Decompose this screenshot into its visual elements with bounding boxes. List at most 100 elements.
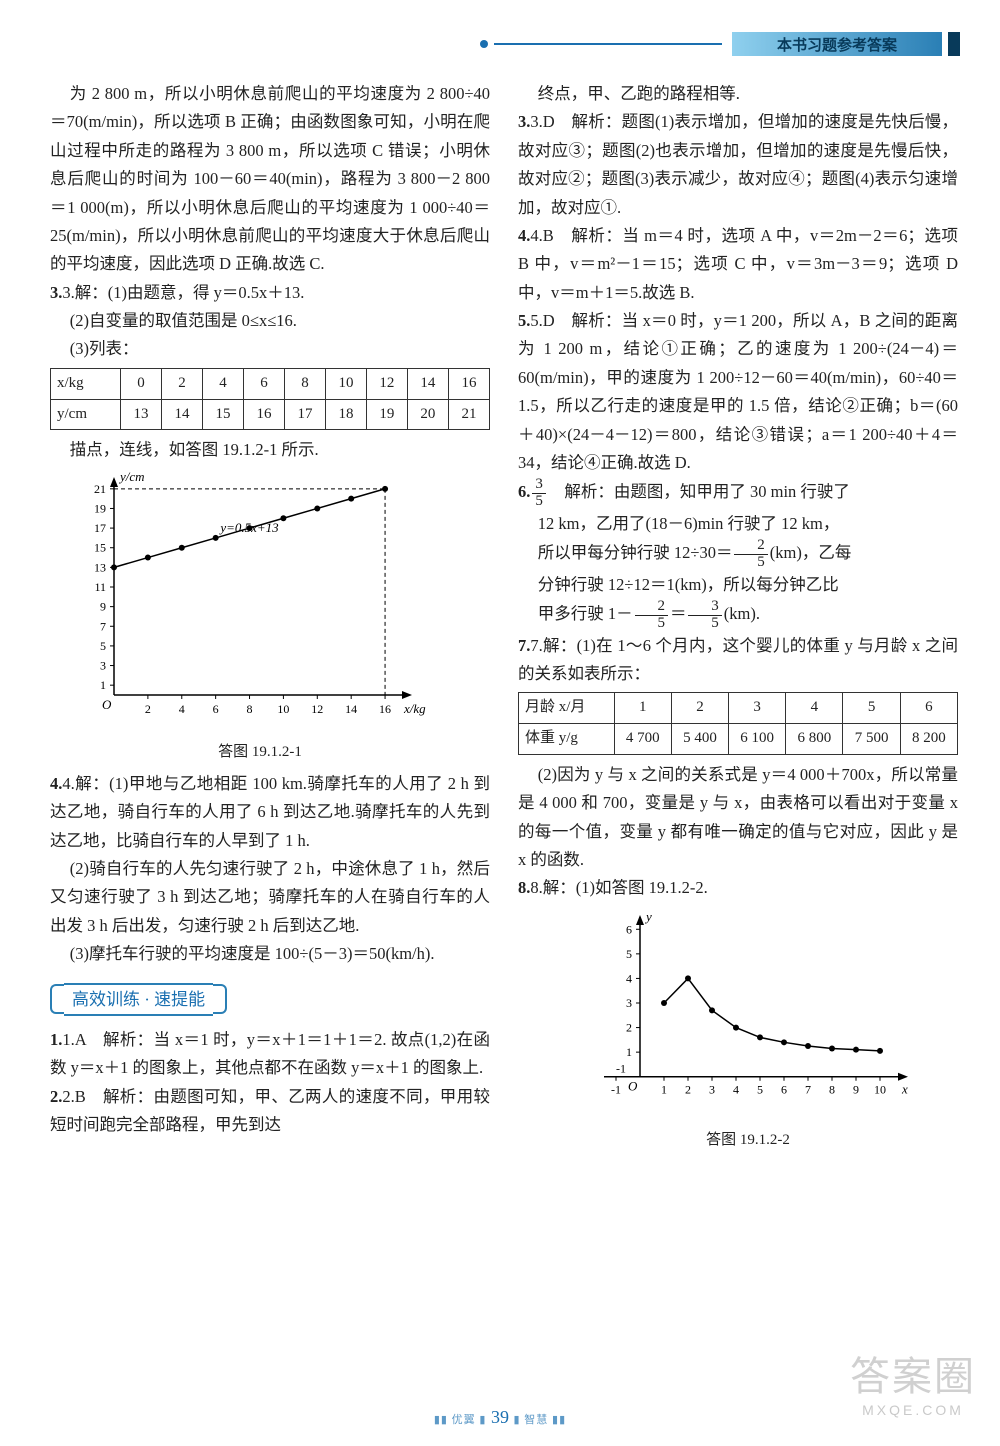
rq7-line1: 7.7.解：(1)在 1～6 个月内，这个婴儿的体重 y 与月龄 x 之间的关系… xyxy=(518,632,958,689)
section-heading: 高效训练 · 速提能 xyxy=(50,983,227,1016)
svg-text:1: 1 xyxy=(626,1045,632,1059)
watermark-sub: MXQE.COM xyxy=(850,1402,976,1418)
cell: 5 400 xyxy=(671,724,728,755)
rq4: 4.4.B 解析：当 m＝4 时，选项 A 中，v＝2m－2＝6；选项 B 中，… xyxy=(518,222,958,307)
svg-text:4: 4 xyxy=(626,971,632,985)
rq6-line4: 分钟行驶 12÷12＝1(km)，所以每分钟乙比 xyxy=(518,571,958,599)
page-header: 本书习题参考答案 xyxy=(480,30,960,58)
q3a-text: 3.解：(1)由题意，得 y＝0.5x＋13. xyxy=(62,283,304,302)
q3-line3: (3)列表： xyxy=(50,335,490,363)
cell: 2 xyxy=(671,693,728,724)
svg-text:3: 3 xyxy=(100,658,106,672)
rq8: 8.8.解：(1)如答图 19.1.2-2. xyxy=(518,874,958,902)
svg-text:7: 7 xyxy=(805,1082,811,1096)
q3-line4: 描点，连线，如答图 19.1.2-1 所示. xyxy=(50,436,490,464)
frac-icon: 35 xyxy=(686,599,723,632)
cell: 2 xyxy=(162,368,203,399)
rq7a: 7.解：(1)在 1～6 个月内，这个婴儿的体重 y 与月龄 x 之间的关系如表… xyxy=(518,636,958,683)
cell: 5 xyxy=(843,693,900,724)
svg-text:2: 2 xyxy=(145,702,151,716)
answer-text: 为 2 800 m，所以小明休息前爬山的平均速度为 2 800÷40＝70(m/… xyxy=(50,80,490,279)
rq6c-pre: 所以甲每分钟行驶 12÷30＝ xyxy=(538,543,733,562)
q4a-text: 4.解：(1)甲地与乙地相距 100 km.骑摩托车的人用了 2 h 到达乙地，… xyxy=(50,774,490,850)
table-row: x/kg 0 2 4 6 8 10 12 14 16 xyxy=(51,368,490,399)
left-column: 为 2 800 m，所以小明休息前爬山的平均速度为 2 800÷40＝70(m/… xyxy=(50,80,490,1158)
header-end-block xyxy=(948,32,960,56)
svg-text:11: 11 xyxy=(94,580,106,594)
svg-text:6: 6 xyxy=(213,702,219,716)
table-row: y/cm 13 14 15 16 17 18 19 20 21 xyxy=(51,399,490,430)
svg-text:-1: -1 xyxy=(611,1082,621,1096)
chart-2: 123456-112345678910yxO-1 答图 19.1.2-2 xyxy=(558,907,938,1154)
table2-head-x: 月龄 x/月 xyxy=(519,693,615,724)
table-row: 体重 y/g 4 700 5 400 6 100 6 800 7 500 8 2… xyxy=(519,724,958,755)
svg-text:5: 5 xyxy=(626,947,632,961)
header-title: 本书习题参考答案 xyxy=(732,32,942,56)
svg-text:10: 10 xyxy=(277,702,289,716)
cell: 0 xyxy=(121,368,162,399)
svg-text:10: 10 xyxy=(874,1082,886,1096)
chart-1-svg: 13579111315171921246810121416y/cmx/kgOy=… xyxy=(70,469,430,729)
cell: 4 xyxy=(203,368,244,399)
svg-text:15: 15 xyxy=(94,540,106,554)
q1-text: 1.A 解析：当 x＝1 时，y＝x＋1＝1＋1＝2. 故点(1,2)在函数 y… xyxy=(50,1030,490,1077)
svg-text:y: y xyxy=(644,909,652,924)
table-head-x: x/kg xyxy=(51,368,121,399)
cell: 8 xyxy=(284,368,325,399)
right-column: 终点，甲、乙跑的路程相等. 3.3.D 解析：题图(1)表示增加，但增加的速度是… xyxy=(518,80,958,1158)
chart-2-svg: 123456-112345678910yxO-1 xyxy=(558,907,918,1117)
cell: 21 xyxy=(448,399,489,430)
cell: 17 xyxy=(284,399,325,430)
q2-text: 2.B 解析：由题图可知，甲、乙两人的速度不同，甲用较短时间跑完全部路程，甲先到… xyxy=(50,1087,490,1134)
rq6e-mid: ＝ xyxy=(670,604,687,623)
svg-text:2: 2 xyxy=(685,1082,691,1096)
svg-text:13: 13 xyxy=(94,560,106,574)
table-xy-1: x/kg 0 2 4 6 8 10 12 14 16 y/cm 13 14 15… xyxy=(50,368,490,431)
rq3: 3.3.D 解析：题图(1)表示增加，但增加的速度是先快后慢，故对应③；题图(2… xyxy=(518,108,958,222)
bracket-right-icon xyxy=(213,984,227,1014)
svg-text:14: 14 xyxy=(345,702,357,716)
cell: 19 xyxy=(366,399,407,430)
cell: 14 xyxy=(162,399,203,430)
cell: 6 xyxy=(243,368,284,399)
content-columns: 为 2 800 m，所以小明休息前爬山的平均速度为 2 800÷40＝70(m/… xyxy=(50,80,960,1158)
cell: 6 xyxy=(900,693,957,724)
svg-text:3: 3 xyxy=(709,1082,715,1096)
train-q1: 1.1.A 解析：当 x＝1 时，y＝x＋1＝1＋1＝2. 故点(1,2)在函数… xyxy=(50,1026,490,1083)
frac-icon: 25 xyxy=(633,599,670,632)
svg-text:8: 8 xyxy=(829,1082,835,1096)
svg-text:x/kg: x/kg xyxy=(403,701,426,716)
rq5-text: 5.D 解析：当 x＝0 时，y＝1 200，所以 A，B 之间的距离为 1 2… xyxy=(518,311,958,472)
page-number-value: 39 xyxy=(491,1407,509,1427)
svg-text:21: 21 xyxy=(94,482,106,496)
q3-line2: (2)自变量的取值范围是 0≤x≤16. xyxy=(50,307,490,335)
cell: 4 xyxy=(786,693,843,724)
rq6e-post: (km). xyxy=(724,604,760,623)
watermark-main: 答案圈 xyxy=(850,1355,976,1399)
header-rule xyxy=(494,43,722,45)
svg-text:6: 6 xyxy=(626,922,632,936)
rq8-text: 8.解：(1)如答图 19.1.2-2. xyxy=(530,878,707,897)
svg-text:O: O xyxy=(102,697,112,712)
svg-text:5: 5 xyxy=(757,1082,763,1096)
page-deco-right-icon: ▮ 智慧 ▮▮ xyxy=(514,1414,567,1426)
svg-text:9: 9 xyxy=(100,599,106,613)
cell: 7 500 xyxy=(843,724,900,755)
q4-line3: (3)摩托车行驶的平均速度是 100÷(5－3)＝50(km/h). xyxy=(50,940,490,968)
svg-text:1: 1 xyxy=(100,678,106,692)
svg-text:9: 9 xyxy=(853,1082,859,1096)
svg-text:4: 4 xyxy=(733,1082,739,1096)
bracket-left-icon xyxy=(50,984,64,1014)
table-xy-2: 月龄 x/月 1 2 3 4 5 6 体重 y/g 4 700 5 400 6 … xyxy=(518,692,958,755)
rq6e-pre: 甲多行驶 1－ xyxy=(538,604,633,623)
svg-text:12: 12 xyxy=(311,702,323,716)
section-title: 高效训练 · 速提能 xyxy=(64,983,213,1016)
svg-text:16: 16 xyxy=(379,702,391,716)
cell: 15 xyxy=(203,399,244,430)
cell: 20 xyxy=(407,399,448,430)
rq6a: 解析：由题图，知甲用了 30 min 行驶了 xyxy=(548,482,850,501)
svg-text:4: 4 xyxy=(179,702,185,716)
svg-text:7: 7 xyxy=(100,619,106,633)
q3-line1: 3.3.解：(1)由题意，得 y＝0.5x＋13. xyxy=(50,279,490,307)
cell: 8 200 xyxy=(900,724,957,755)
